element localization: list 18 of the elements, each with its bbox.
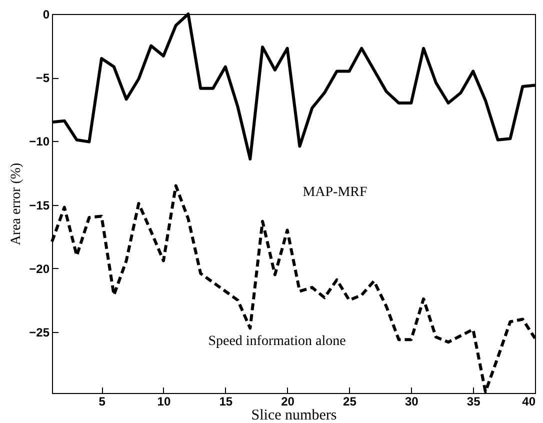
y-axis-title: Area error (%) xyxy=(9,162,24,246)
x-tick-label: 25 xyxy=(343,394,357,408)
x-tick-label: 10 xyxy=(157,394,171,408)
x-tick-label: 30 xyxy=(404,394,419,408)
y-tick-label: −20 xyxy=(29,262,50,276)
x-axis-title: Slice numbers xyxy=(251,408,337,423)
y-tick-label: 0 xyxy=(42,8,50,22)
x-tick-label: 5 xyxy=(98,394,106,408)
x-tick-label: 15 xyxy=(219,394,233,408)
y-tick-label: −10 xyxy=(29,134,50,149)
x-tick-label: 40 xyxy=(522,394,536,408)
x-tick-label: 20 xyxy=(281,394,295,408)
annotation: MAP-MRF xyxy=(302,185,368,200)
annotation: Speed information alone xyxy=(208,334,346,349)
y-tick-label: −25 xyxy=(29,325,50,340)
x-tick-label: 35 xyxy=(466,394,481,408)
y-tick-label: −5 xyxy=(36,71,50,86)
y-tick-label: −15 xyxy=(29,198,50,212)
